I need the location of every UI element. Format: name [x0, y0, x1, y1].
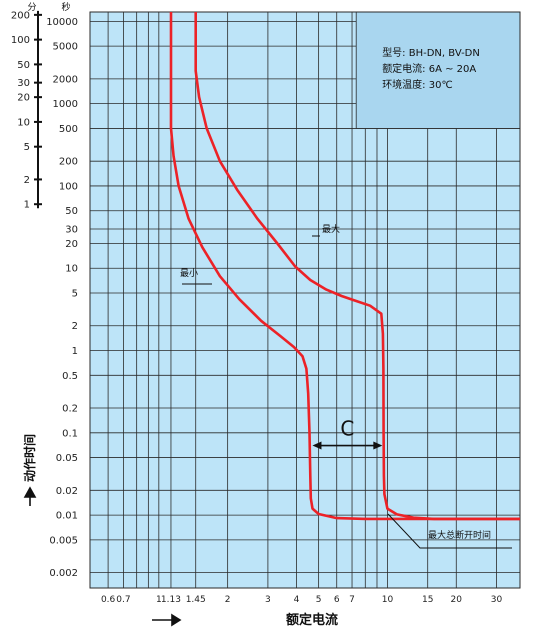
y-tick-label: 500 [59, 124, 78, 135]
x-grid [107, 12, 497, 588]
x-tick-label: 2 [225, 595, 231, 605]
y-tick-label: 5 [72, 289, 78, 300]
minutes-axis: 200 100 50 30 20 10 5 2 1 [11, 10, 42, 211]
minutes-tick-label: 10 [17, 117, 30, 128]
x-tick-label: 1.45 [186, 595, 206, 605]
x-tick-label: 0.6 [101, 595, 116, 605]
y-tick-label: 0.1 [62, 428, 78, 439]
y-tick-label: 50 [65, 206, 78, 217]
x-tick-label: 3 [265, 595, 271, 605]
x-tick-label: 10 [382, 595, 394, 605]
c-arrow-head-left [312, 441, 322, 450]
y-tick-label: 2 [72, 321, 78, 332]
info-box-background [355, 11, 521, 129]
y-axis-title: 动作时间 [22, 434, 37, 482]
x-tick-label: 0.7 [116, 595, 130, 605]
info-box: 型号: BH-DN, BV-DN 额定电流: 6A ~ 20A 环境温度: 30… [355, 11, 521, 129]
info-rated-current: 额定电流: 6A ~ 20A [382, 62, 476, 75]
y-tick-labels: 10000 5000 2000 1000 500 200 100 50 30 20 10 5 2 1 0.5… [46, 17, 78, 579]
y-tick-label: 10 [65, 264, 78, 275]
minutes-header: 分 [27, 2, 36, 13]
c-range-label: C [340, 417, 354, 441]
max-total-break-time-leader-line [387, 513, 512, 549]
plot-border [89, 11, 521, 589]
y-tick-label: 0.005 [49, 535, 78, 546]
y-tick-label: 1 [72, 346, 78, 357]
x-tick-label: 30 [491, 595, 503, 605]
minutes-tick-label: 100 [11, 35, 30, 46]
x-tick-label: 4 [294, 595, 300, 605]
y-tick-label: 30 [65, 224, 78, 235]
x-axis-title: 额定电流 [286, 612, 338, 628]
y-tick-label: 200 [59, 157, 78, 168]
minutes-tick-label: 5 [24, 142, 30, 153]
minutes-tick-label: 1 [24, 200, 30, 211]
minutes-tick-label: 50 [17, 60, 30, 71]
x-tick-labels: 0.6 0.7 1 1.13 1.45 2 3 4 5 6 7 10 15 20 30 [101, 595, 503, 605]
x-tick-label: 20 [451, 595, 463, 605]
c-arrow-head-right [373, 441, 383, 450]
y-tick-label: 0.5 [62, 371, 78, 382]
y-tick-label: 0.01 [56, 511, 78, 522]
minutes-tick-label: 200 [11, 10, 30, 21]
minutes-tick-label: 2 [24, 175, 30, 186]
x-axis-arrow [152, 613, 182, 627]
y-tick-label: 20 [65, 239, 78, 250]
y-tick-label: 2000 [53, 74, 78, 85]
y-tick-label: 0.002 [49, 568, 78, 579]
y-tick-label: 5000 [53, 42, 78, 53]
minutes-tick-label: 20 [17, 93, 30, 104]
max-total-break-time-label: 最大总断开时间 [428, 529, 491, 541]
y-tick-label: 10000 [46, 17, 78, 28]
min-curve-label: 最小 [180, 268, 198, 279]
x-tick-label: 15 [422, 595, 433, 605]
trip-curve-max [194, 12, 520, 521]
x-tick-label: 1.13 [161, 595, 181, 605]
x-tick-label: 7 [349, 595, 355, 605]
y-tick-label: 0.2 [62, 404, 78, 415]
annotations: 最大 最小 最大总断开时间 C [180, 223, 512, 549]
y-axis-arrow [23, 486, 37, 506]
y-tick-label: 0.05 [56, 453, 78, 464]
max-curve-label: 最大 [322, 223, 340, 235]
minutes-tick-label: 30 [17, 78, 30, 89]
x-tick-label: 1 [156, 595, 162, 605]
y-tick-label: 1000 [53, 99, 78, 110]
info-model: 型号: BH-DN, BV-DN [382, 46, 480, 59]
trip-curve-min [169, 12, 520, 521]
seconds-header: 秒 [61, 1, 70, 13]
y-tick-label: 100 [59, 181, 78, 192]
info-ambient-temperature: 环境温度: 30℃ [382, 78, 453, 91]
x-tick-label: 5 [316, 595, 322, 605]
x-tick-label: 6 [334, 595, 340, 605]
trip-curves [169, 12, 520, 521]
y-tick-label: 0.02 [56, 486, 78, 497]
